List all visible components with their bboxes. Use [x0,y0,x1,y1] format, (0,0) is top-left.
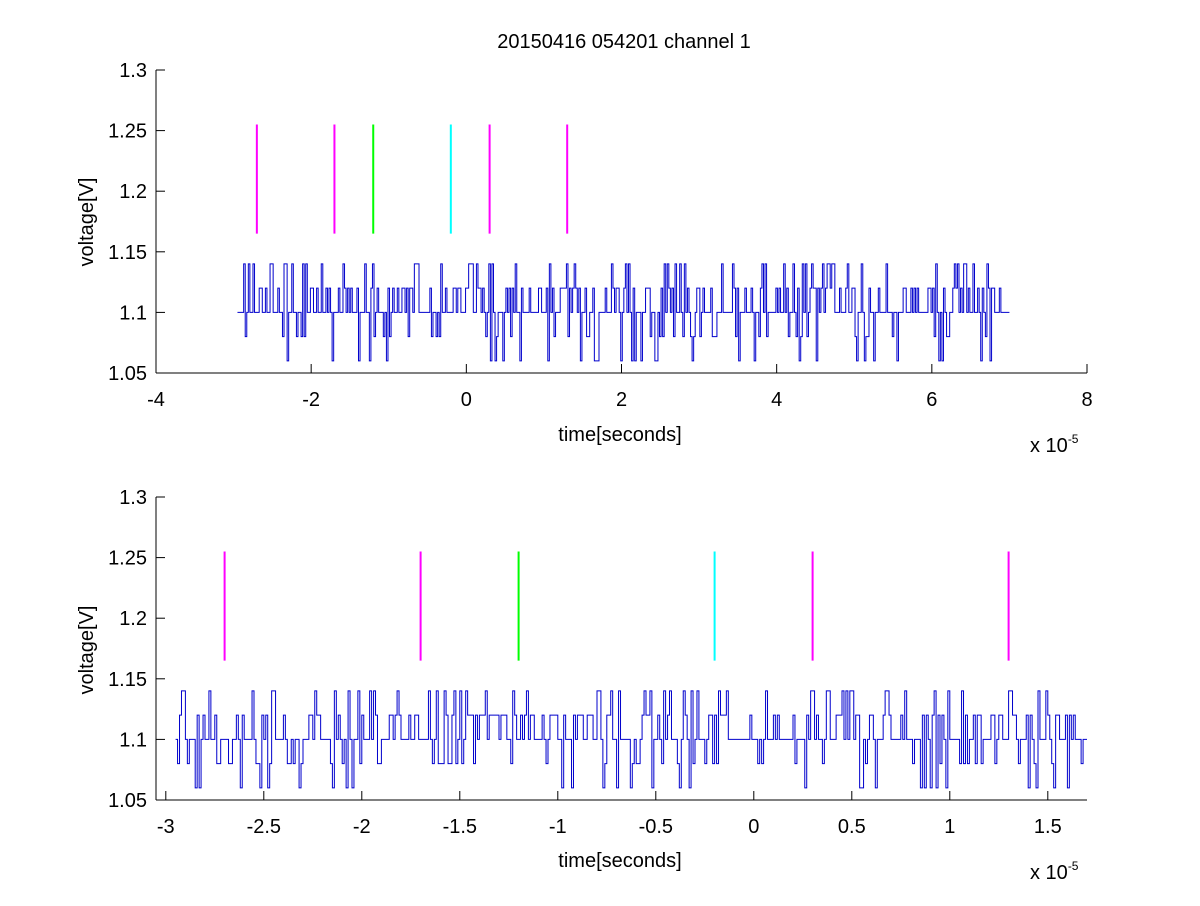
top-x-tick-label: 4 [771,389,782,411]
bottom-x-multiplier-base: x 10 [1030,862,1068,884]
bottom-signal-line [175,690,1087,789]
bottom-x-multiplier-exponent: -5 [1068,859,1079,873]
top-axis-layer: -4 -2 0 2 4 6 8 1.05 1.1 1.15 1.2 1.25 1.3 [108,60,1093,411]
top-x-tick-label: 0 [461,389,472,411]
bottom-x-tick-label: 0.5 [838,816,866,838]
bottom-axis-layer: -3 -2.5 -2 -1.5 -1 -0.5 0 0.5 1 1.5 1.05 1.1 1.15 1.2… [108,487,1087,838]
top-y-tick-label: 1.2 [119,181,147,203]
bottom-x-multiplier: x 10-5 [1030,859,1079,884]
bottom-x-tick-label: -1 [549,816,567,838]
bottom-x-tick-label: 1 [944,816,955,838]
top-marker-layer [255,124,569,234]
bottom-x-tick-label: -0.5 [639,816,673,838]
bottom-xlabel: time[seconds] [558,850,681,872]
bottom-y-tick-label: 1.15 [108,669,147,691]
top-y-tick-label: 1.15 [108,242,147,264]
top-y-tick-label: 1.05 [108,363,147,385]
bottom-x-tick-label: -1.5 [443,816,477,838]
top-signal-line [237,263,1010,362]
bottom-y-tick-label: 1.25 [108,548,147,570]
bottom-x-tick-label: -3 [157,816,175,838]
top-x-tick-label: -2 [302,389,320,411]
top-x-multiplier: x 10-5 [1030,432,1079,457]
top-y-tick-label: 1.25 [108,121,147,143]
top-xlabel: time[seconds] [558,424,681,446]
bottom-y-tick-label: 1.05 [108,790,147,812]
top-x-tick-label: 2 [616,389,627,411]
bottom-axes: -3 -2.5 -2 -1.5 -1 -0.5 0 0.5 1 1.5 1.05 1.1 1.15 1.2… [76,487,1087,884]
bottom-ylabel: voltage[V] [76,606,98,695]
top-x-multiplier-base: x 10 [1030,435,1068,457]
bottom-y-tick-label: 1.2 [119,608,147,630]
bottom-y-tick-label: 1.3 [119,487,147,509]
figure-title: 20150416 054201 channel 1 [497,31,751,53]
top-x-tick-label: -4 [147,389,165,411]
top-y-tick-label: 1.3 [119,60,147,82]
top-y-tick-label: 1.1 [119,302,147,324]
bottom-y-tick-label: 1.1 [119,729,147,751]
top-x-tick-label: 6 [926,389,937,411]
top-ylabel: voltage[V] [76,178,98,267]
top-x-multiplier-exponent: -5 [1068,432,1079,446]
bottom-x-tick-label: 0 [748,816,759,838]
bottom-x-tick-label: -2 [353,816,371,838]
bottom-x-tick-label: -2.5 [247,816,281,838]
bottom-x-tick-label: 1.5 [1034,816,1062,838]
bottom-marker-layer [223,551,1010,661]
top-signal-layer [237,263,1010,362]
bottom-signal-layer [175,690,1087,789]
top-x-tick-label: 8 [1081,389,1092,411]
top-axes: -4 -2 0 2 4 6 8 1.05 1.1 1.15 1.2 1.25 1.3 time[seco… [76,60,1093,457]
